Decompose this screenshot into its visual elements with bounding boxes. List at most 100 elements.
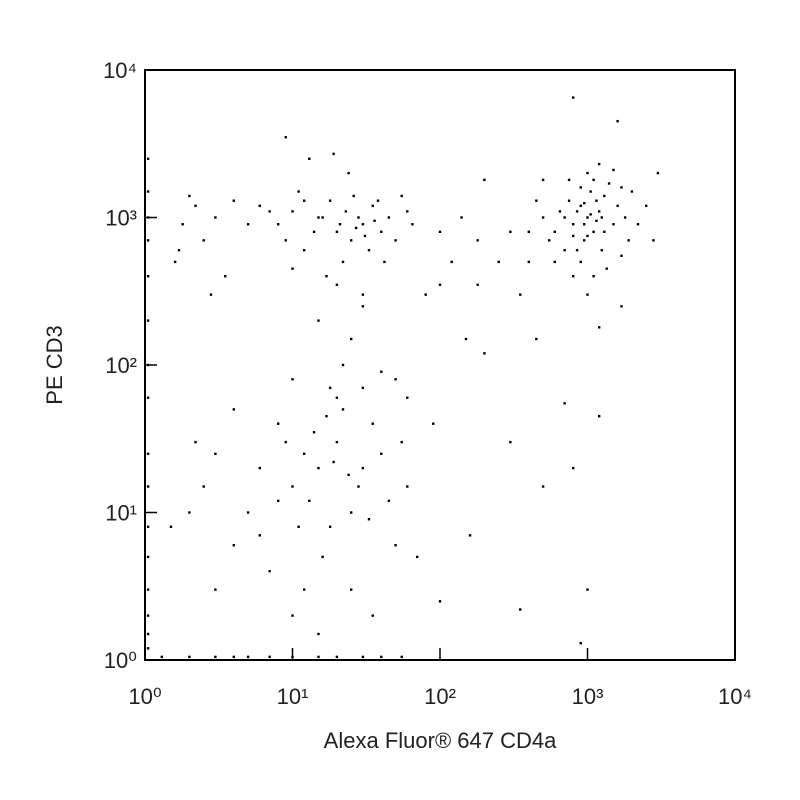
point xyxy=(589,190,592,193)
point xyxy=(406,210,409,213)
point xyxy=(592,274,595,278)
x-tick-label: 10¹ xyxy=(277,684,309,709)
x-axis-title: Alexa Fluor® 647 CD4a xyxy=(324,728,557,753)
point xyxy=(415,555,419,559)
point xyxy=(563,402,566,405)
point xyxy=(380,655,383,659)
point xyxy=(357,485,360,488)
point xyxy=(188,655,191,659)
point xyxy=(317,655,320,659)
point xyxy=(268,569,271,573)
y-tick-label: 10² xyxy=(105,353,137,378)
point xyxy=(146,632,150,636)
point xyxy=(349,588,353,591)
point xyxy=(367,518,371,521)
point xyxy=(302,452,306,456)
point xyxy=(341,363,345,367)
point xyxy=(509,440,512,444)
point xyxy=(277,499,280,503)
x-tick-label: 10² xyxy=(424,684,456,709)
point xyxy=(373,219,376,222)
point xyxy=(509,230,512,233)
point xyxy=(146,588,150,591)
point xyxy=(332,152,335,156)
point xyxy=(406,396,409,399)
point xyxy=(558,210,562,213)
point xyxy=(232,199,236,202)
point xyxy=(575,210,579,213)
point xyxy=(586,293,589,296)
point xyxy=(464,337,468,341)
point xyxy=(232,408,236,411)
y-tick-label: 10¹ xyxy=(105,501,137,526)
point xyxy=(361,386,365,390)
point xyxy=(246,655,250,659)
point xyxy=(181,223,184,226)
point xyxy=(188,194,191,198)
point xyxy=(572,466,575,470)
point xyxy=(371,614,374,617)
point xyxy=(146,452,150,456)
point xyxy=(387,499,391,503)
point xyxy=(586,234,589,238)
point xyxy=(476,239,479,242)
point xyxy=(553,260,556,264)
point xyxy=(620,254,623,257)
point xyxy=(572,96,575,99)
point xyxy=(335,283,339,286)
point xyxy=(595,219,598,222)
point xyxy=(589,213,592,216)
point xyxy=(277,422,280,425)
point xyxy=(603,194,606,198)
point xyxy=(400,655,403,659)
point xyxy=(476,283,479,286)
point xyxy=(173,260,177,264)
point xyxy=(586,171,589,175)
point xyxy=(146,216,150,219)
point xyxy=(297,190,300,193)
point xyxy=(169,525,173,528)
point xyxy=(406,485,409,488)
point xyxy=(483,352,486,355)
point xyxy=(302,199,306,202)
point xyxy=(595,199,598,202)
point xyxy=(291,210,294,213)
point xyxy=(146,485,150,488)
point xyxy=(312,230,316,233)
point xyxy=(592,230,595,233)
point xyxy=(597,162,601,166)
point xyxy=(338,223,342,226)
point xyxy=(214,655,217,659)
point xyxy=(519,293,522,296)
point xyxy=(321,555,324,559)
point xyxy=(572,274,575,278)
point xyxy=(160,655,164,659)
point xyxy=(214,452,217,456)
point xyxy=(308,157,311,161)
point xyxy=(383,260,386,264)
point xyxy=(317,632,320,636)
point xyxy=(284,239,287,242)
point xyxy=(325,414,328,418)
point xyxy=(394,378,397,381)
point xyxy=(302,588,306,591)
point xyxy=(302,249,306,252)
point xyxy=(246,511,250,514)
point xyxy=(597,414,601,418)
point xyxy=(572,234,575,238)
point xyxy=(347,473,350,477)
point xyxy=(317,319,320,322)
point xyxy=(357,216,360,219)
point xyxy=(497,260,500,264)
point xyxy=(380,230,383,233)
point xyxy=(597,326,601,329)
point xyxy=(603,230,606,233)
point xyxy=(380,452,383,456)
point xyxy=(483,178,486,182)
point xyxy=(277,223,280,226)
point xyxy=(188,511,191,514)
point xyxy=(636,223,640,226)
point xyxy=(583,223,586,226)
point xyxy=(438,600,442,603)
point xyxy=(579,204,582,208)
